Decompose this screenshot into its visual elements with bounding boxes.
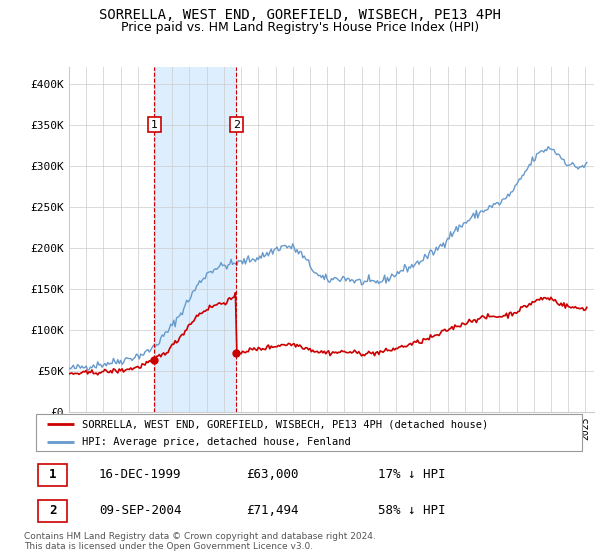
Text: SORRELLA, WEST END, GOREFIELD, WISBECH, PE13 4PH: SORRELLA, WEST END, GOREFIELD, WISBECH, … bbox=[99, 8, 501, 22]
Text: 1: 1 bbox=[151, 120, 158, 129]
Text: 58% ↓ HPI: 58% ↓ HPI bbox=[378, 505, 445, 517]
Text: 2: 2 bbox=[233, 120, 240, 129]
Text: HPI: Average price, detached house, Fenland: HPI: Average price, detached house, Fenl… bbox=[82, 437, 351, 447]
Text: 16-DEC-1999: 16-DEC-1999 bbox=[99, 468, 182, 481]
Bar bbox=[154, 67, 236, 412]
Text: £71,494: £71,494 bbox=[246, 505, 299, 517]
Text: 2: 2 bbox=[49, 505, 56, 517]
Text: 17% ↓ HPI: 17% ↓ HPI bbox=[378, 468, 445, 481]
Text: 09-SEP-2004: 09-SEP-2004 bbox=[99, 505, 182, 517]
Text: 1: 1 bbox=[49, 468, 56, 481]
Text: £63,000: £63,000 bbox=[246, 468, 299, 481]
Text: Price paid vs. HM Land Registry's House Price Index (HPI): Price paid vs. HM Land Registry's House … bbox=[121, 21, 479, 34]
Text: Contains HM Land Registry data © Crown copyright and database right 2024.
This d: Contains HM Land Registry data © Crown c… bbox=[24, 532, 376, 552]
Text: SORRELLA, WEST END, GOREFIELD, WISBECH, PE13 4PH (detached house): SORRELLA, WEST END, GOREFIELD, WISBECH, … bbox=[82, 419, 488, 429]
